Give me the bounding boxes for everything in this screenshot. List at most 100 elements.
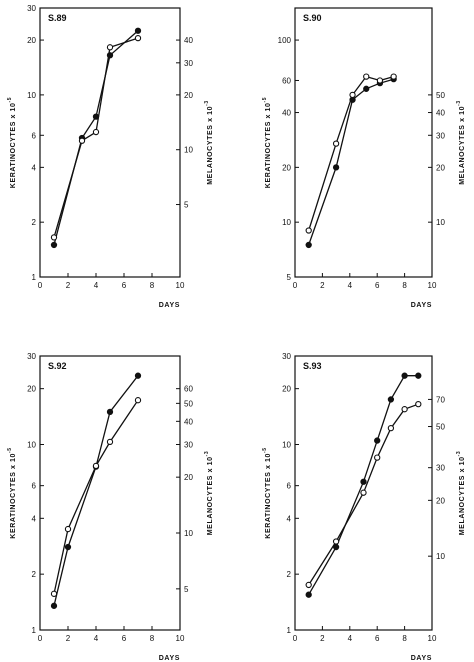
left-tick-label: 20 xyxy=(282,385,291,394)
left-axis-title: KERATINOCYTES x 10-5 xyxy=(262,97,272,188)
left-tick-label: 20 xyxy=(27,36,36,45)
right-tick-label: 30 xyxy=(184,441,193,450)
right-axis-title-text: MELANOCYTES x 10 xyxy=(207,106,214,185)
x-tick-label: 4 xyxy=(348,634,353,643)
panel-label: S.89 xyxy=(48,13,67,23)
right-axis-title-text: MELANOCYTES x 10 xyxy=(459,106,466,185)
keratinocyte-point xyxy=(387,396,395,403)
left-axis-title: KERATINOCYTES x 10-5 xyxy=(262,447,272,538)
x-tick-label: 0 xyxy=(38,634,43,643)
melanocyte-series-line xyxy=(53,399,139,594)
right-tick-label: 30 xyxy=(436,131,445,140)
melanocyte-point xyxy=(134,397,142,404)
keratinocyte-point xyxy=(50,602,58,609)
right-axis-title-exponent: -3 xyxy=(456,100,462,106)
right-tick-label: 20 xyxy=(436,163,445,172)
left-tick-label: 4 xyxy=(32,163,37,172)
left-tick-label: 30 xyxy=(282,352,291,361)
left-tick-label: 10 xyxy=(27,441,36,450)
panel-label: S.93 xyxy=(303,361,322,371)
x-tick-label: 0 xyxy=(293,281,298,290)
left-tick-label: 40 xyxy=(282,109,291,118)
right-axis-title: MELANOCYTES x 10-3 xyxy=(456,100,466,185)
melanocyte-point xyxy=(92,462,100,470)
x-tick-label: 2 xyxy=(66,634,71,643)
left-tick-label: 1 xyxy=(32,273,37,282)
melanocyte-point xyxy=(376,77,384,84)
left-tick-label: 2 xyxy=(32,570,37,579)
x-tick-label: 6 xyxy=(375,634,380,643)
right-tick-label: 10 xyxy=(436,552,445,561)
chart-panel-s93: 0 2 4 6 8 1012461020301020305070S.93DAYSKERAT… xyxy=(262,352,466,662)
left-tick-label: 30 xyxy=(27,4,36,13)
left-tick-label: 6 xyxy=(32,482,37,491)
x-axis-title: DAYS xyxy=(411,655,432,662)
melanocyte-point xyxy=(106,44,114,51)
right-tick-label: 30 xyxy=(436,464,445,473)
x-tick-label: 4 xyxy=(94,634,99,643)
left-tick-label: 6 xyxy=(287,482,292,491)
keratinocyte-point xyxy=(134,27,142,34)
x-tick-label: 8 xyxy=(402,281,407,290)
x-tick-label: 6 xyxy=(375,281,380,290)
left-axis-title-exponent: -5 xyxy=(7,97,13,103)
x-tick-label: 2 xyxy=(320,281,325,290)
left-tick-label: 2 xyxy=(32,218,37,227)
right-axis-title-exponent: -3 xyxy=(204,451,210,457)
right-axis-title: MELANOCYTES x 10-3 xyxy=(204,100,214,185)
plot-frame xyxy=(39,7,181,278)
left-tick-label: 6 xyxy=(32,131,37,140)
left-tick-label: 10 xyxy=(282,441,291,450)
right-tick-label: 20 xyxy=(184,473,193,482)
right-tick-label: 5 xyxy=(184,585,189,594)
melanocyte-point xyxy=(390,73,397,80)
keratinocyte-point xyxy=(363,85,370,92)
right-tick-label: 30 xyxy=(184,59,193,68)
x-axis-title: DAYS xyxy=(159,302,180,309)
left-axis-title-text: KERATINOCYTES x 10 xyxy=(265,102,272,188)
right-tick-label: 60 xyxy=(184,385,193,394)
right-tick-label: 20 xyxy=(184,91,193,100)
left-axis-title-exponent: -5 xyxy=(7,447,13,453)
left-axis-title-exponent: -5 xyxy=(262,97,268,103)
right-tick-label: 40 xyxy=(436,109,445,118)
left-axis-title-exponent: -5 xyxy=(262,447,268,453)
left-tick-label: 1 xyxy=(287,626,292,635)
x-tick-label: 10 xyxy=(428,634,437,643)
chart-panel-s92: 0 2 4 6 8 1012461020305102030405060S.92DAYSKE… xyxy=(7,352,214,662)
x-tick-label: 8 xyxy=(150,634,155,643)
keratinocyte-series-line xyxy=(53,30,139,246)
right-axis-title: MELANOCYTES x 10-3 xyxy=(204,451,214,536)
right-tick-label: 50 xyxy=(436,91,445,100)
left-tick-label: 100 xyxy=(278,36,292,45)
left-tick-label: 2 xyxy=(287,570,292,579)
right-tick-label: 10 xyxy=(184,529,193,538)
right-axis-title: MELANOCYTES x 10-3 xyxy=(456,451,466,536)
melanocyte-point xyxy=(332,538,340,545)
left-tick-label: 20 xyxy=(282,163,291,172)
left-axis-title: KERATINOCYTES x 10-5 xyxy=(7,97,17,188)
plot-frame xyxy=(39,355,181,631)
x-tick-label: 8 xyxy=(402,634,407,643)
chart-panel-s89: 0 2 4 6 8 101246102030510203040S.89DAYSKERATI… xyxy=(7,4,214,309)
right-tick-label: 10 xyxy=(436,218,445,227)
right-axis-title-text: MELANOCYTES x 10 xyxy=(207,456,214,535)
melanocyte-point xyxy=(78,137,86,144)
keratinocyte-point xyxy=(305,591,312,598)
melanocyte-series-line xyxy=(53,37,139,238)
x-tick-label: 4 xyxy=(94,281,99,290)
chart-panel-s90: 0 2 4 6 8 10 5 10 20 40 60 100 10 20 30 40 50 S.90 DAYS KER… xyxy=(262,7,466,309)
melanocyte-point xyxy=(401,406,408,413)
keratinocyte-point xyxy=(360,478,367,485)
keratinocyte-point xyxy=(134,372,142,379)
keratinocyte-point xyxy=(374,437,381,444)
keratinocyte-series-line xyxy=(308,78,394,246)
keratinocyte-series-line xyxy=(53,375,139,606)
keratinocyte-point xyxy=(415,372,422,379)
left-tick-label: 30 xyxy=(27,352,36,361)
keratinocyte-point xyxy=(106,408,114,415)
right-tick-label: 50 xyxy=(184,399,193,408)
melanocyte-point xyxy=(332,140,340,147)
right-axis-title-text: MELANOCYTES x 10 xyxy=(459,456,466,535)
left-tick-label: 4 xyxy=(32,514,37,523)
